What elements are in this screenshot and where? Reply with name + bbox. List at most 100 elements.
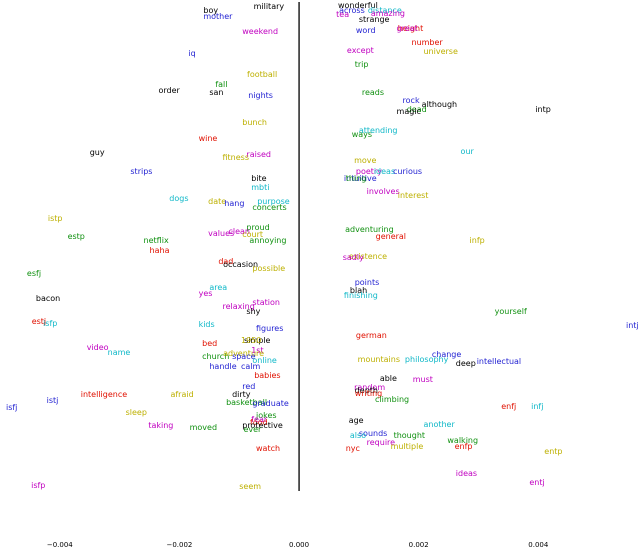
word-label: football bbox=[247, 70, 277, 79]
word-label: military bbox=[254, 2, 285, 11]
word-label: fall bbox=[215, 80, 227, 89]
word-label: blah bbox=[350, 286, 367, 295]
word-label: estj bbox=[32, 317, 46, 326]
word-label: basketball bbox=[226, 398, 267, 407]
word-label: trip bbox=[355, 60, 369, 69]
word-label: must bbox=[413, 375, 433, 384]
word-label: esfj bbox=[27, 269, 41, 278]
word-label: yourself bbox=[495, 307, 527, 316]
word-label: wine bbox=[199, 134, 218, 143]
word-label: wonderful bbox=[338, 1, 378, 10]
word-label: thing bbox=[346, 174, 367, 183]
word-label: intellectual bbox=[477, 357, 521, 366]
word-label: graduate bbox=[252, 399, 288, 408]
word-label: isfj bbox=[6, 403, 17, 412]
word-label: entj bbox=[529, 478, 544, 487]
word-label: simple bbox=[244, 336, 270, 345]
word-label: afraid bbox=[170, 390, 193, 399]
word-label: sleep bbox=[126, 408, 147, 417]
word-label: san bbox=[209, 88, 223, 97]
word-label: proud bbox=[246, 223, 269, 232]
word-label: reads bbox=[362, 88, 384, 97]
word-label: station bbox=[252, 298, 280, 307]
word-label: shy bbox=[246, 307, 260, 316]
word-label: netflix bbox=[144, 236, 169, 245]
word-label: intelligence bbox=[81, 390, 127, 399]
word-label: yes bbox=[199, 289, 213, 298]
word-label: hang bbox=[224, 199, 244, 208]
word-label: require bbox=[367, 438, 396, 447]
word-label: figures bbox=[256, 324, 283, 333]
word-label: concerts bbox=[252, 203, 286, 212]
word-label: able bbox=[380, 374, 397, 383]
word-label: jokes bbox=[255, 411, 277, 420]
word-label: enfj bbox=[501, 402, 516, 411]
word-label: order bbox=[159, 86, 181, 95]
x-tick-label: −0.002 bbox=[166, 541, 192, 549]
word-label: date bbox=[208, 197, 226, 206]
word-label: random bbox=[354, 383, 385, 392]
word-label: iq bbox=[188, 49, 195, 58]
word-label: bed bbox=[202, 339, 217, 348]
word-label: curious bbox=[393, 167, 422, 176]
word-label: height bbox=[398, 24, 424, 33]
word-label: taking bbox=[148, 421, 173, 430]
word-label: adventure bbox=[223, 349, 264, 358]
word-label: relaxing bbox=[223, 302, 255, 311]
word-label: move bbox=[354, 156, 376, 165]
word-label: moved bbox=[190, 423, 217, 432]
word-label: nyc bbox=[346, 444, 360, 453]
word-label: entp bbox=[544, 447, 562, 456]
word-label: video bbox=[87, 343, 109, 352]
word-label: isfp bbox=[43, 319, 57, 328]
word-label: finishing bbox=[344, 291, 378, 300]
word-label: writing bbox=[355, 389, 383, 398]
word-label: ideas bbox=[374, 167, 395, 176]
word-label: mother bbox=[203, 12, 233, 21]
word-label: calm bbox=[241, 362, 261, 371]
word-label: philosophy bbox=[405, 355, 449, 364]
x-axis-ticks: −0.004 −0.002 0.000 0.002 0.004 bbox=[47, 541, 549, 549]
word-label: boy bbox=[203, 6, 218, 15]
word-label: german bbox=[356, 331, 387, 340]
word-label: also bbox=[350, 431, 366, 440]
word-label: red bbox=[242, 382, 255, 391]
word-label: values bbox=[208, 229, 234, 238]
word-label: kids bbox=[199, 320, 215, 329]
word-label: ever bbox=[243, 425, 262, 434]
word-label: possible bbox=[252, 264, 285, 273]
word-label: infj bbox=[531, 402, 543, 411]
word-label: another bbox=[423, 420, 455, 429]
word-label: change bbox=[432, 350, 462, 359]
word-label: age bbox=[349, 416, 364, 425]
word-label: 1950 bbox=[241, 336, 261, 345]
word-label: multiple bbox=[391, 442, 424, 451]
word-label: weekend bbox=[242, 27, 278, 36]
word-label: bunch bbox=[242, 118, 267, 127]
word-label: dirty bbox=[232, 390, 251, 399]
word-label: adventuring bbox=[345, 225, 394, 234]
word-label: fitness bbox=[223, 153, 250, 162]
word-label: mountains bbox=[358, 355, 400, 364]
word-label: nights bbox=[248, 91, 273, 100]
word-label: word bbox=[356, 26, 376, 35]
x-tick-label: 0.004 bbox=[528, 541, 549, 549]
word-label: clean bbox=[228, 227, 250, 236]
word-label: poetry bbox=[356, 167, 382, 176]
word-label: istj bbox=[47, 396, 59, 405]
word-label: magic bbox=[397, 107, 421, 116]
word-label: general bbox=[376, 232, 406, 241]
word-label: number bbox=[412, 38, 444, 47]
word-label: area bbox=[209, 283, 227, 292]
word-label: involves bbox=[367, 187, 400, 196]
word-label: isfp bbox=[31, 481, 45, 490]
word-label: istp bbox=[48, 214, 63, 223]
word-label: intj bbox=[626, 321, 639, 330]
x-tick-label: −0.004 bbox=[47, 541, 73, 549]
word-label: distance bbox=[368, 6, 402, 15]
word-label: haha bbox=[150, 246, 170, 255]
word-label: points bbox=[355, 278, 380, 287]
word-label: guy bbox=[90, 148, 105, 157]
word-label: babies bbox=[254, 371, 280, 380]
